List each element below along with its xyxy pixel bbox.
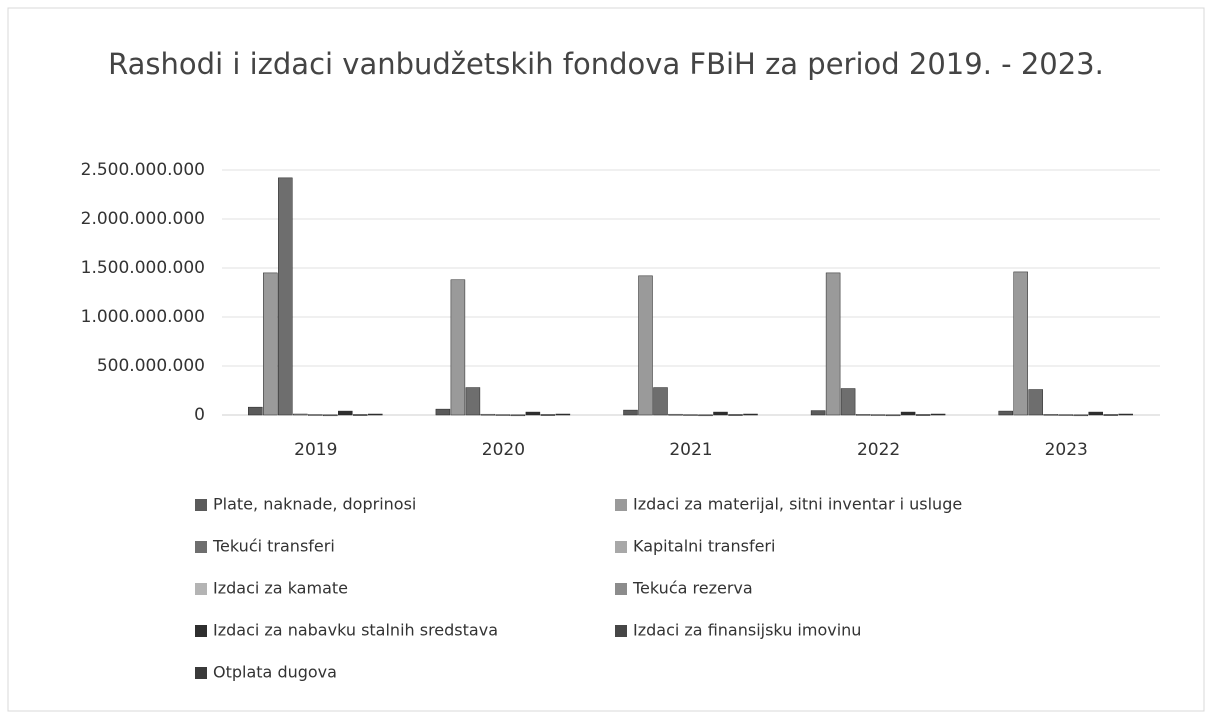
- bar: [263, 272, 278, 416]
- bar: [915, 414, 931, 416]
- x-tick-label: 2021: [669, 440, 712, 460]
- y-tick-label: 0: [194, 405, 205, 425]
- bar: [885, 414, 901, 417]
- bar: [338, 410, 353, 416]
- legend-swatch: [615, 541, 627, 553]
- legend-label: Otplata dugova: [213, 663, 337, 682]
- bar: [248, 406, 263, 416]
- bar: [855, 414, 871, 416]
- bar: [668, 413, 683, 416]
- legend-swatch: [615, 499, 627, 511]
- bar: [450, 279, 466, 416]
- y-tick-label: 2.000.000.000: [81, 209, 205, 229]
- bar: [653, 387, 668, 416]
- y-tick-label: 2.500.000.000: [81, 160, 205, 180]
- bar: [1118, 413, 1133, 416]
- bar: [495, 414, 511, 416]
- bar: [480, 413, 496, 416]
- bar: [1043, 414, 1058, 416]
- bar: [353, 414, 368, 416]
- bar: [555, 413, 571, 416]
- bar: [1058, 414, 1073, 416]
- legend-swatch: [195, 499, 207, 511]
- bar: [900, 411, 916, 416]
- bar: [1073, 414, 1088, 417]
- chart-frame: [7, 7, 1205, 712]
- bar: [743, 413, 758, 416]
- bar: [293, 413, 308, 416]
- bar: [870, 414, 886, 416]
- bar: [840, 388, 856, 416]
- bar: [278, 177, 293, 416]
- bar: [998, 410, 1013, 416]
- bar: [698, 414, 713, 417]
- legend-label: Tekući transferi: [212, 537, 335, 556]
- bar: [510, 414, 526, 417]
- legend-swatch: [615, 583, 627, 595]
- bar: [713, 411, 728, 416]
- legend-swatch: [195, 625, 207, 637]
- chart-title: Rashodi i izdaci vanbudžetskih fondova F…: [108, 47, 1104, 81]
- bar: [728, 414, 743, 416]
- legend-swatch: [195, 667, 207, 679]
- x-tick-label: 2022: [857, 440, 900, 460]
- bar: [623, 409, 638, 416]
- bar: [323, 414, 338, 417]
- bar: [540, 414, 556, 416]
- bar: [930, 413, 946, 416]
- x-tick-label: 2019: [294, 440, 337, 460]
- legend-label: Plate, naknade, doprinosi: [213, 495, 416, 514]
- bar: [1103, 414, 1118, 416]
- legend-label: Kapitalni transferi: [633, 537, 775, 556]
- bar: [1028, 389, 1043, 416]
- bar: [435, 408, 451, 416]
- bar: [368, 413, 383, 416]
- legend-label: Izdaci za kamate: [213, 579, 348, 598]
- y-tick-label: 1.000.000.000: [81, 307, 205, 327]
- x-tick-label: 2023: [1045, 440, 1088, 460]
- bar: [465, 387, 481, 416]
- legend-label: Izdaci za finansijsku imovinu: [633, 621, 861, 640]
- legend-label: Tekuća rezerva: [632, 579, 753, 598]
- legend-label: Izdaci za nabavku stalnih sredstava: [213, 621, 498, 640]
- bar: [1013, 271, 1028, 416]
- bar: [810, 410, 826, 416]
- x-tick-label: 2020: [482, 440, 525, 460]
- y-tick-label: 500.000.000: [97, 356, 205, 376]
- bar: [683, 414, 698, 416]
- bar: [638, 275, 653, 416]
- y-tick-label: 1.500.000.000: [81, 258, 205, 278]
- legend: Plate, naknade, doprinosi Izdaci za mater…: [195, 495, 962, 682]
- legend-swatch: [195, 541, 207, 553]
- bar: [525, 411, 541, 416]
- bar: [825, 272, 841, 416]
- bar: [308, 414, 323, 416]
- bar: [1088, 411, 1103, 416]
- legend-swatch: [615, 625, 627, 637]
- legend-label: Izdaci za materijal, sitni inventar i us…: [633, 495, 962, 514]
- legend-swatch: [195, 583, 207, 595]
